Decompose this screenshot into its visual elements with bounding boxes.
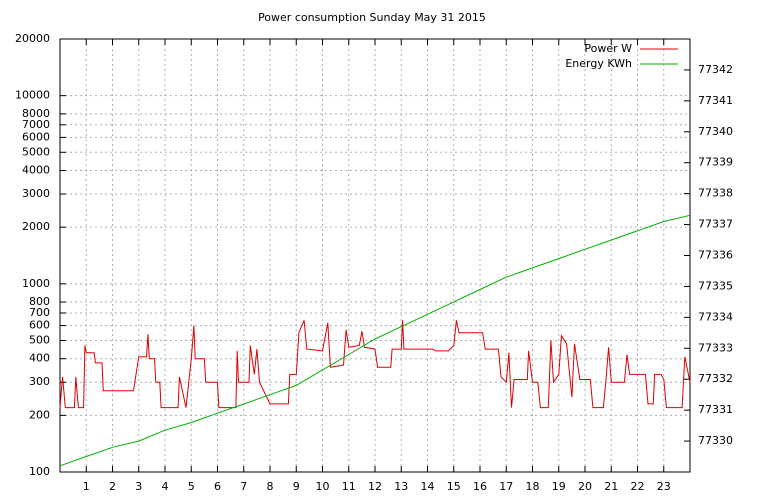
x-tick-label: 1 [83,480,90,493]
y-tick-label: 700 [29,306,50,319]
y2-tick-label: 77341 [698,94,733,107]
y2-tick-label: 77338 [698,187,733,200]
y-tick-label: 8000 [22,107,50,120]
x-tick-label: 20 [578,480,592,493]
y-tick-label: 400 [29,352,50,365]
x-tick-label: 9 [293,480,300,493]
y-tick-label: 4000 [22,164,50,177]
x-tick-label: 5 [188,480,195,493]
x-tick-label: 12 [368,480,382,493]
y2-tick-label: 77339 [698,156,733,169]
x-tick-label: 3 [135,480,142,493]
y-tick-label: 1000 [22,277,50,290]
plot-frame [59,38,691,473]
y-tick-label: 200 [29,408,50,421]
y2-tick-label: 77333 [698,341,733,354]
y-tick-label: 20000 [15,32,50,45]
y2-tick-label: 77335 [698,279,733,292]
y-tick-label: 2000 [22,220,50,233]
y-tick-label: 5000 [22,145,50,158]
x-tick-label: 8 [267,480,274,493]
x-tick-label: 23 [657,480,671,493]
x-tick-label: 6 [214,480,221,493]
legend-label: Power W [584,42,632,55]
y-tick-label: 800 [29,295,50,308]
x-tick-label: 15 [447,480,461,493]
x-tick-label: 2 [109,480,116,493]
y-tick-label: 500 [29,333,50,346]
y-tick-label: 300 [29,375,50,388]
x-tick-label: 16 [473,480,487,493]
y2-tick-label: 77337 [698,218,733,231]
y2-tick-label: 77331 [698,403,733,416]
x-tick-label: 11 [342,480,356,493]
chart-title: Power consumption Sunday May 31 2015 [258,11,486,24]
x-tick-label: 4 [162,480,169,493]
x-tick-label: 18 [526,480,540,493]
y2-tick-label: 77336 [698,249,733,262]
y2-tick-label: 77342 [698,63,733,76]
y-tick-label: 3000 [22,187,50,200]
y-tick-label: 7000 [22,118,50,131]
y2-tick-label: 77330 [698,434,733,447]
x-tick-label: 10 [316,480,330,493]
x-tick-label: 22 [631,480,645,493]
x-tick-label: 7 [240,480,247,493]
x-tick-label: 19 [552,480,566,493]
legend-label: Energy KWh [565,57,632,70]
y2-tick-label: 77340 [698,125,733,138]
y-tick-label: 600 [29,319,50,332]
series-line [59,320,691,409]
series-line [59,214,691,467]
y-tick-label: 6000 [22,130,50,143]
y2-tick-label: 77334 [698,310,733,323]
y-tick-label: 100 [29,465,50,478]
x-tick-label: 13 [394,480,408,493]
x-tick-label: 14 [421,480,435,493]
x-tick-label: 21 [604,480,618,493]
y2-tick-label: 77332 [698,372,733,385]
x-tick-label: 17 [499,480,513,493]
y-tick-label: 10000 [15,89,50,102]
